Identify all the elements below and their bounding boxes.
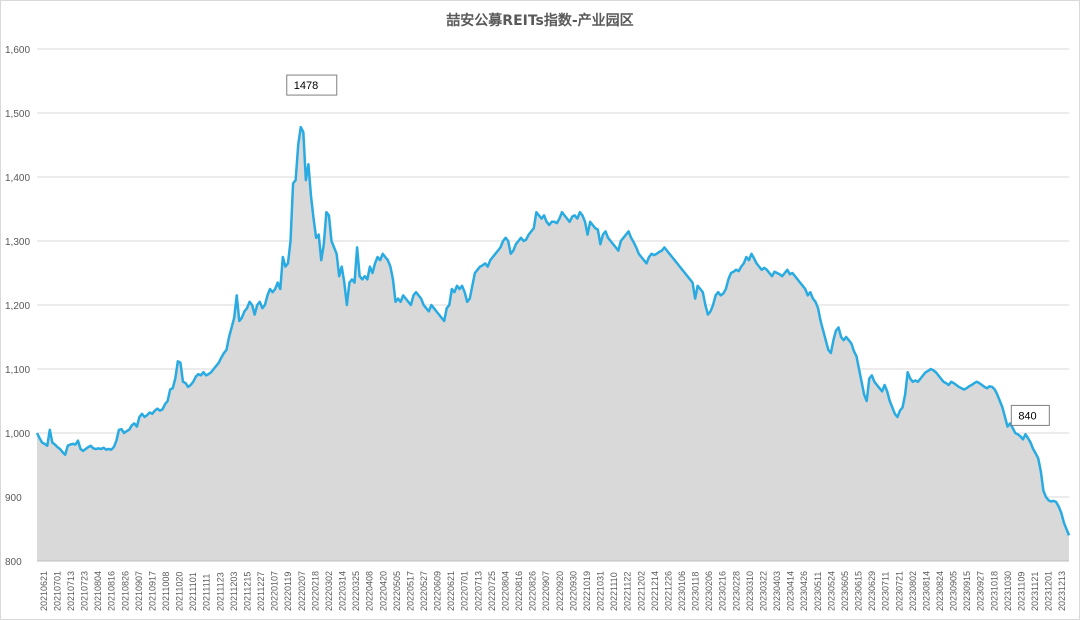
- x-tick-label: 20220325: [351, 571, 361, 611]
- x-tick-label: 20231213: [1057, 571, 1067, 611]
- annotation-callout: 1478: [286, 74, 338, 96]
- annotation-box: [286, 74, 338, 96]
- x-tick-label: 20221110: [609, 572, 619, 611]
- x-tick-label: 20230824: [935, 571, 945, 611]
- x-tick-label: 20220119: [283, 572, 293, 611]
- x-tick-label: 20211203: [229, 572, 239, 611]
- x-tick-label: 20230814: [921, 571, 931, 611]
- x-tick-label: 20231121: [1030, 572, 1040, 611]
- x-tick-label: 20220930: [568, 571, 578, 611]
- x-tick-label: 20210804: [93, 571, 103, 611]
- x-tick-label: 20210816: [107, 571, 117, 611]
- x-tick-label: 20220826: [528, 571, 538, 611]
- x-tick-label: 20210917: [147, 571, 157, 611]
- x-tick-label: 20230322: [758, 571, 768, 611]
- series-line: [35, 125, 1071, 536]
- annotation-label: 1478: [294, 80, 318, 92]
- y-tick-label: 1,000: [5, 429, 30, 440]
- x-tick-label: 20230511: [813, 572, 823, 611]
- x-tick-label: 20230711: [881, 572, 891, 611]
- x-tick-label: 20230927: [976, 571, 986, 611]
- x-tick-label: 20220505: [392, 571, 402, 611]
- series-area-fill: [37, 127, 1069, 561]
- x-tick-label: 20210826: [120, 571, 130, 611]
- y-tick-label: 1,200: [5, 301, 30, 312]
- x-axis-ticks: 20210621 20210701 20210713 20210723 20210804…: [39, 571, 1067, 611]
- x-tick-label: 20220207: [297, 571, 307, 611]
- x-tick-label: 20220701: [460, 571, 470, 611]
- y-tick-label: 900: [5, 493, 22, 504]
- annotation-label: 840: [1018, 410, 1036, 422]
- x-tick-label: 20220517: [405, 571, 415, 611]
- x-tick-label: 20221214: [650, 571, 660, 611]
- y-tick-label: 1,400: [5, 173, 30, 184]
- x-tick-label: 20220527: [419, 571, 429, 611]
- x-tick-label: 20220609: [433, 571, 443, 611]
- x-tick-label: 20231201: [1044, 571, 1054, 611]
- y-tick-label: 1,600: [5, 45, 30, 56]
- x-tick-label: 20221031: [596, 571, 606, 611]
- chart-title: 喆安公募REITs指数-产业园区: [446, 12, 633, 29]
- y-tick-label: 1,300: [5, 237, 30, 248]
- x-tick-label: 20230605: [840, 571, 850, 611]
- y-tick-label: 1,500: [5, 109, 30, 120]
- x-tick-label: 20210701: [52, 571, 62, 611]
- x-tick-label: 20221226: [663, 571, 673, 611]
- x-tick-label: 20230216: [718, 571, 728, 611]
- x-tick-label: 20211008: [161, 572, 171, 611]
- x-tick-label: 20221202: [636, 571, 646, 611]
- x-tick-label: 20211227: [256, 572, 266, 611]
- x-tick-label: 20230905: [949, 571, 959, 611]
- x-tick-label: 20221122: [623, 572, 633, 611]
- x-tick-label: 20220302: [324, 571, 334, 611]
- x-tick-label: 20230206: [704, 571, 714, 611]
- x-tick-label: 20231109: [1016, 572, 1026, 611]
- x-tick-label: 20211101: [188, 572, 198, 611]
- y-tick-label: 1,100: [5, 365, 30, 376]
- x-tick-label: 20230228: [731, 571, 741, 611]
- annotation-box: [1010, 404, 1050, 426]
- x-tick-label: 20220621: [446, 571, 456, 611]
- x-tick-label: 20230915: [962, 571, 972, 611]
- y-axis-ticks: 800 900 1,000 1,100 1,200 1,300 1,400 1,500 1,60…: [5, 45, 30, 568]
- x-tick-label: 20210907: [134, 571, 144, 611]
- x-tick-label: 20230106: [677, 571, 687, 611]
- x-tick-label: 20221019: [582, 571, 592, 611]
- x-tick-label: 20230524: [826, 571, 836, 611]
- x-tick-label: 20230426: [799, 571, 809, 611]
- x-tick-label: 20230802: [908, 571, 918, 611]
- x-tick-label: 20230629: [867, 571, 877, 611]
- x-tick-label: 20220816: [514, 571, 524, 611]
- annotations: 1478 840: [286, 74, 1050, 426]
- x-tick-label: 20230414: [786, 571, 796, 611]
- x-tick-label: 20210621: [39, 571, 49, 611]
- x-tick-label: 20220713: [473, 571, 483, 611]
- x-tick-label: 20231030: [1003, 571, 1013, 611]
- x-tick-label: 20220804: [500, 571, 510, 611]
- x-tick-label: 20230721: [894, 571, 904, 611]
- x-tick-label: 20211020: [175, 572, 185, 611]
- x-tick-label: 20220920: [555, 571, 565, 611]
- x-tick-label: 20220907: [541, 571, 551, 611]
- y-tick-label: 800: [5, 557, 22, 568]
- x-tick-label: 20230118: [691, 572, 701, 611]
- x-tick-label: 20230310: [745, 571, 755, 611]
- x-tick-label: 20210713: [66, 571, 76, 611]
- x-tick-label: 20211123: [215, 572, 225, 611]
- x-tick-label: 20230615: [854, 571, 864, 611]
- x-tick-label: 20220420: [378, 571, 388, 611]
- x-tick-label: 20230403: [772, 571, 782, 611]
- x-tick-label: 20220218: [310, 571, 320, 611]
- x-tick-label: 20220314: [338, 571, 348, 611]
- x-tick-label: 20231018: [989, 571, 999, 611]
- x-tick-label: 20220725: [487, 571, 497, 611]
- x-tick-label: 20220408: [365, 571, 375, 611]
- x-tick-label: 20211215: [242, 572, 252, 611]
- x-tick-label: 20210723: [80, 571, 90, 611]
- annotation-callout: 840: [1010, 404, 1050, 426]
- x-tick-label: 20220107: [270, 571, 280, 611]
- x-tick-label: 20211111: [202, 574, 212, 611]
